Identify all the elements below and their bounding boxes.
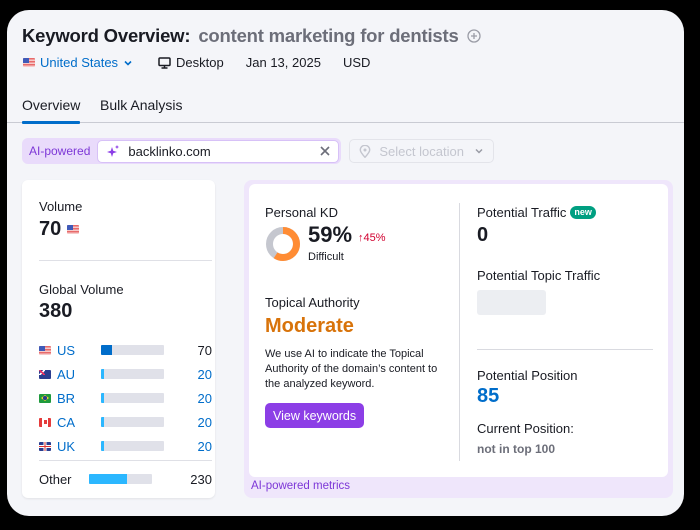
location-pin-icon (359, 144, 371, 158)
close-icon[interactable] (320, 146, 330, 156)
volume-bar (101, 369, 164, 379)
divider (39, 260, 212, 261)
currency-label: USD (342, 55, 371, 70)
filters-row: United States Desktop Jan 13, 2025 USD (23, 55, 370, 70)
keyword-title: content marketing for dentists (198, 25, 459, 46)
country-code[interactable]: US (57, 342, 76, 358)
desktop-icon (158, 56, 171, 69)
country-row-uk[interactable]: UK 20 (39, 434, 212, 458)
location-placeholder: Select location (379, 143, 464, 159)
volume-value: 70 (39, 218, 62, 240)
topical-authority-description: We use AI to indicate the Topical Author… (265, 348, 438, 390)
volume-value-row: 70 (39, 218, 84, 241)
divider (39, 460, 212, 461)
volume-bar (101, 393, 164, 403)
vertical-divider (459, 203, 460, 461)
ca-flag-icon (39, 417, 51, 427)
new-badge: new (570, 206, 596, 219)
country-row-ca[interactable]: CA 20 (39, 410, 212, 434)
country-code[interactable]: CA (57, 414, 76, 430)
country-volume: 70 (197, 342, 212, 358)
keyword-overview-card: Keyword Overview: content marketing for … (7, 10, 684, 516)
potential-topic-traffic-label: Potential Topic Traffic (477, 268, 601, 283)
potential-traffic-value: 0 (477, 224, 489, 246)
topical-authority-label: Topical Authority (265, 295, 360, 310)
topical-authority-value: Moderate (265, 315, 354, 337)
tab-bar: Overview Bulk Analysis (7, 95, 684, 124)
br-flag-icon (39, 393, 51, 403)
personal-kd-delta: ↑45% (358, 232, 386, 244)
chevron-down-icon (475, 148, 483, 154)
potential-topic-traffic-placeholder (477, 290, 546, 315)
other-volume: 230 (190, 471, 212, 487)
country-code[interactable]: BR (57, 390, 76, 406)
sparkle-icon (107, 145, 120, 157)
other-label: Other (39, 471, 72, 487)
country-volume[interactable]: 20 (197, 390, 212, 406)
view-keywords-button[interactable]: View keywords (265, 403, 365, 428)
divider (477, 349, 653, 350)
volume-bar (101, 345, 164, 355)
country-code[interactable]: AU (57, 366, 76, 382)
us-flag-icon (67, 225, 80, 234)
volume-bar (101, 417, 164, 427)
plus-circle-icon[interactable] (466, 29, 481, 43)
domain-input[interactable]: backlinko.com (97, 139, 340, 163)
us-flag-icon (39, 345, 51, 355)
ai-powered-group: AI-powered backlinko.com (22, 138, 342, 164)
current-position-label: Current Position: (477, 421, 574, 436)
tab-overview[interactable]: Overview (22, 97, 81, 124)
ai-metrics-panel: Personal KD 59% ↑45% Difficult Topical A… (244, 180, 673, 498)
volume-bar (101, 441, 164, 451)
personal-kd-level: Difficult (308, 251, 344, 263)
title-label: Keyword Overview: (22, 25, 191, 46)
country-volume-list: US 70 AU 20 BR 20 CA 20 (39, 338, 212, 491)
potential-traffic-text: Potential Traffic (477, 205, 567, 220)
ai-domain-bar: AI-powered backlinko.com Select location (22, 138, 495, 164)
country-volume[interactable]: 20 (197, 414, 212, 430)
tab-bulk-analysis[interactable]: Bulk Analysis (100, 97, 183, 113)
volume-bar (89, 474, 152, 484)
volume-label: Volume (39, 199, 83, 214)
personal-kd-label: Personal KD (265, 205, 338, 220)
database-select[interactable]: United States (23, 55, 133, 70)
page-title: Keyword Overview: content marketing for … (22, 25, 481, 47)
country-row-br[interactable]: BR 20 (39, 386, 212, 410)
potential-traffic-label: Potential Traffic new (477, 205, 596, 220)
device-label: Desktop (176, 55, 224, 70)
ai-metrics-footer: AI-powered metrics (251, 480, 351, 492)
country-row-us[interactable]: US 70 (39, 338, 212, 362)
us-flag-icon (23, 58, 35, 67)
country-code[interactable]: UK (57, 438, 76, 454)
uk-flag-icon (39, 441, 51, 451)
device-indicator: Desktop (158, 55, 224, 70)
country-volume[interactable]: 20 (197, 366, 212, 382)
ai-metrics-content: Personal KD 59% ↑45% Difficult Topical A… (249, 184, 668, 477)
location-select[interactable]: Select location (349, 139, 495, 163)
global-volume-label: Global Volume (39, 282, 124, 297)
current-position-value: not in top 100 (477, 442, 555, 456)
kd-donut-chart (266, 227, 300, 261)
volume-panel: Volume 70 Global Volume 380 US 70 AU 20 (22, 180, 215, 498)
date-label: Jan 13, 2025 (245, 55, 321, 70)
country-volume[interactable]: 20 (197, 438, 212, 454)
personal-kd-value: 59% (308, 222, 353, 247)
global-volume-value: 380 (39, 300, 73, 322)
au-flag-icon (39, 369, 51, 379)
database-label: United States (40, 55, 119, 70)
chevron-down-icon (124, 60, 132, 66)
domain-value: backlinko.com (128, 143, 211, 159)
ai-powered-label: AI-powered (29, 144, 91, 158)
potential-position-label: Potential Position (477, 368, 578, 383)
country-row-au[interactable]: AU 20 (39, 362, 212, 386)
potential-position-value: 85 (477, 385, 500, 407)
country-row-other: Other 230 (39, 467, 212, 491)
